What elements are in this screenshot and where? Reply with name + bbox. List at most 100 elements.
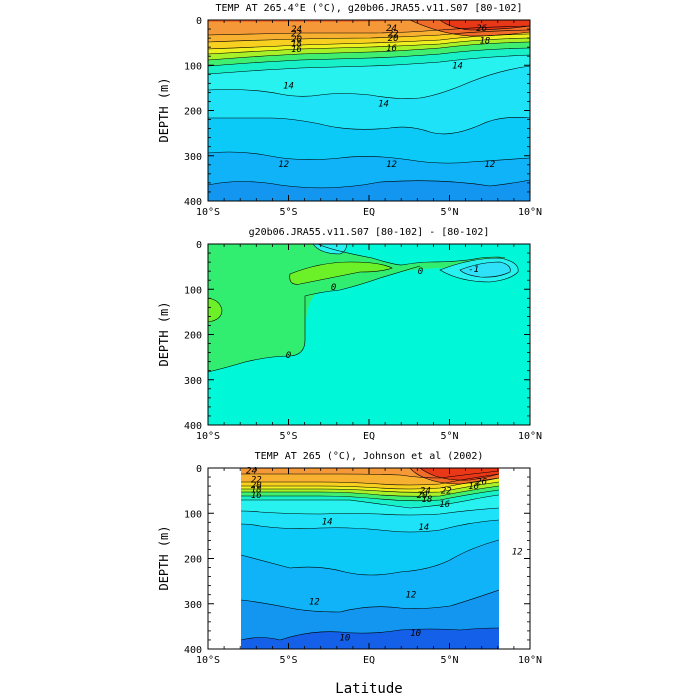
contour-label: 10 [410,629,421,639]
y-tick-label: 300 [184,376,202,387]
contour-label: 16 [291,45,302,55]
y-tick-label: 0 [196,16,202,27]
panel-1-title: TEMP AT 265.4°E (°C), g20b06.JRA55.v11.S… [215,3,522,14]
y-tick-label: 100 [184,509,202,520]
contour-label: 14 [322,517,333,527]
panel-3-contour-lines [241,468,499,641]
y-tick-label: 400 [184,421,202,432]
y-tick-label: 0 [196,464,202,475]
x-tick-label: EQ [363,207,375,218]
x-tick-label: 10°S [196,655,220,666]
panel-2-title: g20b06.JRA55.v11.S07 [80-102] - [80-102] [249,227,490,238]
panel-2-contour-fill [208,244,530,425]
contour-label: 20 [417,491,428,501]
contour-label: 20 [251,481,262,491]
y-tick-label: 200 [184,331,202,342]
diff-positive-core [289,262,392,285]
y-tick-label: 400 [184,645,202,656]
contour-label: 0 [286,351,291,361]
panel-1-contour-lines [208,20,530,189]
x-tick-label: 5°N [440,431,458,442]
y-tick-label: 400 [184,197,202,208]
x-tick-label: 10°S [196,431,220,442]
contour-label: 0 [331,283,336,293]
contour-label: 16 [386,44,397,54]
x-tick-label: 5°N [440,655,458,666]
contour-label: 14 [418,523,429,533]
panel-3-title: TEMP AT 265 (°C), Johnson et al (2002) [255,451,484,462]
panel-1-contour-fill [208,20,530,201]
x-tick-label: 10°N [518,207,542,218]
contour-label: 18 [251,486,262,496]
contour-label: 14 [283,82,294,92]
x-tick-label: EQ [363,431,375,442]
contour-label: 12 [484,160,495,170]
contour-label: 18 [479,36,490,46]
y-tick-label: 100 [184,61,202,72]
diff-negative-top [313,244,347,254]
panel-observed-temp: TEMP AT 265 (°C), Johnson et al (2002) [157,451,542,697]
contour-label: -1 [468,265,479,275]
y-tick-label: 200 [184,107,202,118]
contour-label: 18 [291,40,302,50]
x-tick-label: 10°N [518,431,542,442]
fill-t27 [410,20,530,36]
y-tick-label: 200 [184,555,202,566]
x-axis-label: Latitude [335,681,402,697]
contour-label: 20 [291,35,302,45]
panel-difference: g20b06.JRA55.v11.S07 [80-102] - [80-102]… [157,227,542,442]
y-tick-label: 300 [184,600,202,611]
x-tick-label: 5°S [279,207,297,218]
diff-positive-region [208,244,505,372]
contour-label: 22 [291,30,302,40]
contour-label: 24 [386,24,397,34]
contour-label: 26 [476,24,487,34]
contour-label: 22 [251,475,262,485]
contour-label: 16 [468,482,479,492]
panel-model-temp: TEMP AT 265.4°E (°C), g20b06.JRA55.v11.S… [157,3,542,218]
x-tick-label: 5°N [440,207,458,218]
panel-3-contour-fill [241,468,499,649]
contour-label: 12 [512,548,523,558]
contour-label: 24 [246,466,257,476]
contour-label: 12 [386,160,397,170]
contour-label: 12 [278,160,289,170]
x-tick-label: 10°S [196,207,220,218]
contour-label: 26 [476,478,487,488]
panel-2-axes: 10°S 5°S EQ 5°N 10°N 0 100 200 300 400 [184,240,542,442]
panel-2-contour-labels: 0 0 0 -1 [286,265,479,361]
panel-3-ylabel: DEPTH (m) [157,525,171,590]
y-tick-label: 0 [196,240,202,251]
panel-2-contour-lines [208,244,519,373]
contour-label: 22 [388,30,399,40]
y-tick-label: 300 [184,152,202,163]
diff-positive-left [208,298,222,322]
y-tick-label: 100 [184,285,202,296]
contour-label: 16 [439,500,450,510]
panel-1-ylabel: DEPTH (m) [157,77,171,142]
x-tick-label: 5°S [279,431,297,442]
x-tick-label: 10°N [518,655,542,666]
contour-label: 20 [388,34,399,44]
x-tick-label: 5°S [279,655,297,666]
contour-label: 16 [251,491,262,501]
contour-label: 24 [420,487,431,497]
contour-label: 0 [418,267,423,277]
x-tick-label: EQ [363,655,375,666]
obs-fill-t10 [241,628,499,649]
contour-label: 22 [441,487,452,497]
contour-label: 12 [309,597,320,607]
fill-t28 [440,20,530,30]
panel-3-axes: 10°S 5°S EQ 5°N 10°N 0 100 200 300 400 [184,464,542,666]
contour-label: 12 [405,591,416,601]
panel-1-axes: 10°S 5°S EQ 5°N 10°N 0 100 200 300 400 [184,16,542,218]
contour-label: 10 [339,634,350,644]
contour-label: 14 [378,100,389,110]
contour-label: 24 [291,25,302,35]
panel-2-ylabel: DEPTH (m) [157,301,171,366]
contour-label: 18 [422,495,433,505]
